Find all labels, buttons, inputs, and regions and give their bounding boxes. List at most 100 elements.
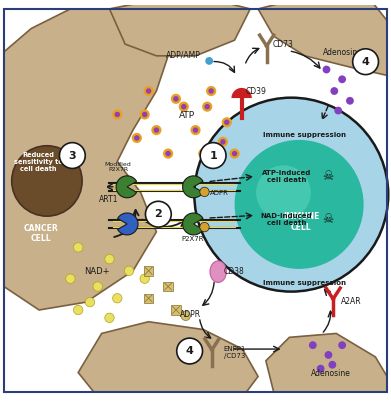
- Circle shape: [224, 119, 230, 125]
- Polygon shape: [78, 322, 258, 392]
- Circle shape: [330, 87, 338, 95]
- Circle shape: [205, 57, 213, 65]
- Circle shape: [202, 101, 212, 112]
- Circle shape: [151, 125, 161, 135]
- Circle shape: [190, 125, 201, 135]
- Circle shape: [222, 117, 232, 128]
- Text: ART1: ART1: [99, 195, 118, 204]
- Circle shape: [198, 148, 208, 159]
- Circle shape: [346, 97, 354, 105]
- Circle shape: [208, 88, 214, 94]
- Text: Reduced
sensitivity to
cell death: Reduced sensitivity to cell death: [14, 152, 63, 172]
- Wedge shape: [118, 213, 138, 235]
- Circle shape: [59, 143, 85, 168]
- Circle shape: [338, 341, 346, 349]
- Circle shape: [105, 313, 114, 322]
- Text: 2: 2: [154, 209, 162, 219]
- Circle shape: [142, 112, 147, 117]
- Circle shape: [206, 86, 216, 96]
- Circle shape: [325, 351, 332, 359]
- Text: ☠: ☠: [322, 170, 333, 183]
- Circle shape: [143, 86, 154, 96]
- Text: CD38: CD38: [224, 267, 244, 276]
- Circle shape: [165, 151, 171, 156]
- Text: P2X7R: P2X7R: [181, 237, 204, 243]
- Text: Immune suppression: Immune suppression: [263, 132, 346, 138]
- Text: ☠: ☠: [322, 213, 333, 226]
- Circle shape: [338, 75, 346, 83]
- Circle shape: [179, 101, 189, 112]
- Text: Adenosine: Adenosine: [310, 369, 350, 378]
- Circle shape: [334, 107, 342, 114]
- Text: ATP: ATP: [179, 111, 195, 120]
- Wedge shape: [231, 88, 252, 98]
- Bar: [171, 305, 181, 315]
- Text: A2AR: A2AR: [341, 297, 362, 306]
- Text: ENPP1
/CD73: ENPP1 /CD73: [224, 346, 246, 359]
- Circle shape: [140, 109, 150, 119]
- Circle shape: [85, 298, 95, 307]
- Circle shape: [204, 104, 210, 109]
- Polygon shape: [266, 334, 387, 392]
- Polygon shape: [4, 9, 172, 310]
- Wedge shape: [183, 213, 203, 235]
- Circle shape: [181, 311, 190, 320]
- Bar: [163, 282, 173, 291]
- Circle shape: [309, 341, 317, 349]
- Circle shape: [220, 139, 226, 145]
- Circle shape: [235, 140, 364, 269]
- Circle shape: [105, 255, 114, 264]
- Text: CANCER
CELL: CANCER CELL: [24, 224, 58, 243]
- Text: NAD+: NAD+: [84, 267, 110, 276]
- Circle shape: [74, 243, 83, 252]
- Text: NAD-induced
cell death: NAD-induced cell death: [260, 213, 312, 226]
- Circle shape: [218, 137, 228, 147]
- Circle shape: [112, 109, 122, 119]
- Text: Adenosine: Adenosine: [323, 48, 363, 57]
- Circle shape: [353, 49, 378, 75]
- Text: 4: 4: [362, 57, 369, 67]
- Text: 1: 1: [209, 150, 217, 160]
- Circle shape: [181, 104, 187, 109]
- Circle shape: [201, 151, 206, 156]
- Text: 4: 4: [186, 346, 194, 356]
- Circle shape: [171, 94, 181, 104]
- Polygon shape: [258, 1, 387, 75]
- Circle shape: [173, 96, 179, 101]
- Circle shape: [230, 148, 240, 159]
- Circle shape: [124, 266, 134, 275]
- Circle shape: [177, 338, 203, 364]
- Text: ATP-induced
cell death: ATP-induced cell death: [262, 170, 311, 183]
- Circle shape: [134, 135, 140, 141]
- Circle shape: [145, 201, 171, 227]
- Circle shape: [93, 282, 102, 291]
- Wedge shape: [183, 176, 203, 198]
- Circle shape: [193, 128, 198, 133]
- Ellipse shape: [210, 261, 226, 282]
- Circle shape: [232, 151, 237, 156]
- Text: IMMUNE
CELL: IMMUNE CELL: [283, 212, 319, 232]
- Circle shape: [323, 66, 330, 73]
- Text: ADP/AMP: ADP/AMP: [165, 51, 201, 59]
- Wedge shape: [116, 176, 136, 198]
- Circle shape: [74, 305, 83, 315]
- Circle shape: [194, 98, 388, 292]
- Circle shape: [200, 223, 209, 232]
- Circle shape: [163, 148, 173, 159]
- Circle shape: [328, 361, 336, 369]
- Text: ADPR: ADPR: [210, 190, 229, 196]
- Circle shape: [146, 88, 151, 94]
- Circle shape: [317, 365, 325, 373]
- Circle shape: [256, 165, 311, 220]
- Text: 3: 3: [68, 150, 76, 160]
- Text: Modified
P2X7R: Modified P2X7R: [105, 162, 131, 172]
- Circle shape: [113, 294, 122, 303]
- Text: Immune suppression: Immune suppression: [263, 280, 346, 286]
- Circle shape: [132, 133, 142, 143]
- Text: CD39: CD39: [246, 87, 266, 96]
- Circle shape: [12, 146, 82, 216]
- Circle shape: [140, 274, 149, 284]
- Circle shape: [115, 112, 120, 117]
- Circle shape: [154, 128, 159, 133]
- Bar: [144, 294, 153, 303]
